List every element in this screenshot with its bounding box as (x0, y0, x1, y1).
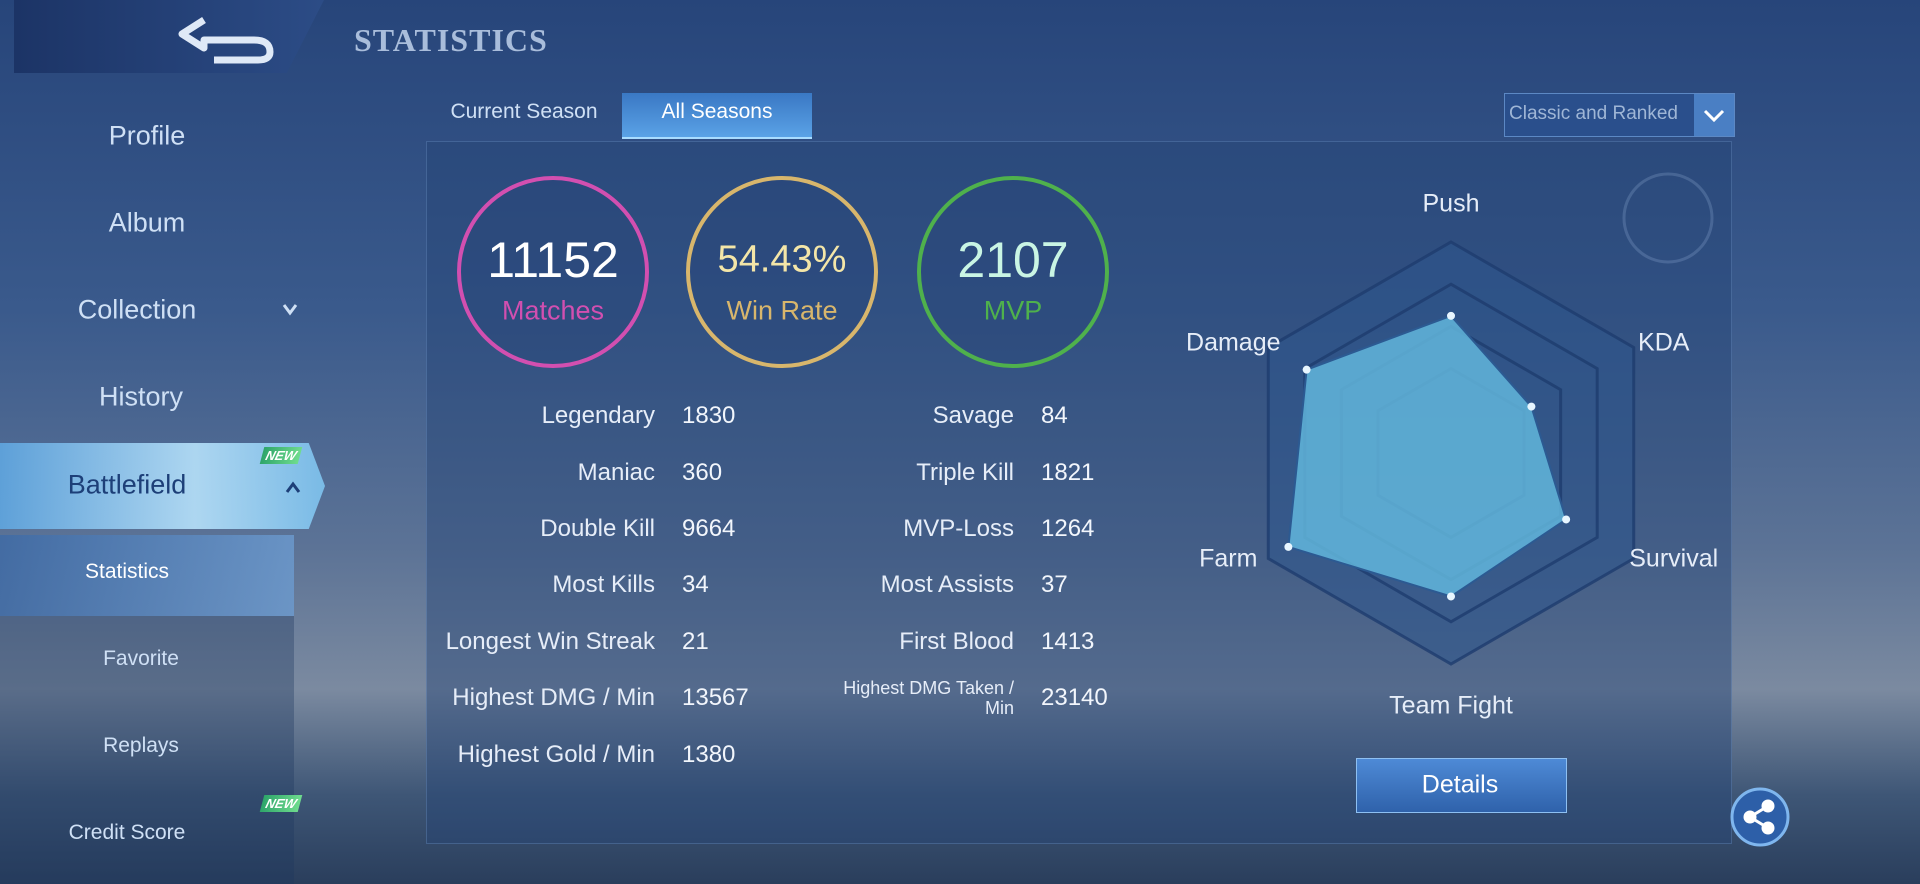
stat-value: 1264 (1041, 515, 1095, 542)
radar-axis-label: Farm (1199, 544, 1258, 572)
summary-value: 54.43% (717, 238, 847, 281)
stat-label: Longest Win Streak (445, 628, 655, 655)
share-icon (1743, 799, 1775, 835)
stat-label: Highest DMG Taken / Min (843, 678, 1014, 718)
radar-axis-label: Damage (1186, 328, 1281, 356)
radar-vertex (1302, 365, 1311, 374)
radar-axis-label: Push (1422, 189, 1480, 218)
collapse-chevron (282, 304, 298, 316)
stat-value: 1821 (1041, 459, 1095, 486)
stat-value: 1830 (682, 402, 736, 429)
summary-label: Win Rate (726, 295, 838, 326)
expand-chevron (285, 481, 301, 493)
radar-axis-label: Team Fight (1389, 691, 1513, 720)
summary-label: Matches (501, 295, 605, 326)
sidebar-item[interactable]: Collection (77, 294, 197, 325)
stat-value: 34 (682, 571, 709, 598)
active-tab-bg (622, 93, 812, 139)
radar-vertex (1447, 592, 1455, 601)
radar-vertex (1447, 311, 1455, 320)
stat-value: 9664 (682, 515, 736, 542)
summary-ring (917, 176, 1109, 368)
summary-label: MVP (983, 295, 1043, 326)
stat-value: 37 (1041, 571, 1068, 598)
stat-value: 13567 (682, 684, 749, 711)
stat-value: 84 (1041, 402, 1068, 429)
mode-filter-label: Classic and Ranked (1509, 103, 1678, 124)
stat-value: 23140 (1041, 684, 1108, 711)
sidebar-item[interactable]: Battlefield (67, 469, 187, 500)
sidebar-item[interactable]: History (98, 381, 183, 412)
share-button[interactable] (1730, 787, 1790, 847)
mode-dropdown[interactable] (1504, 93, 1735, 137)
summary-value: 11152 (487, 232, 619, 288)
stat-label: Highest DMG / Min (452, 684, 655, 711)
stat-value: 1413 (1041, 628, 1095, 655)
details-label[interactable]: Details (1421, 770, 1499, 799)
stat-label: Highest Gold / Min (457, 741, 655, 768)
stat-value: 360 (682, 459, 723, 486)
back-panel[interactable] (14, 0, 324, 73)
stat-value: 21 (682, 628, 709, 655)
details-button[interactable] (1356, 758, 1567, 813)
stat-label: MVP-Loss (903, 515, 1014, 542)
stat-label: Savage (932, 402, 1014, 429)
stat-label: Most Kills (552, 571, 655, 598)
stat-label: Triple Kill (916, 459, 1014, 486)
radar-vertex (1284, 542, 1293, 551)
stat-label: Most Assists (880, 571, 1014, 598)
sidebar-item[interactable]: Profile (108, 120, 186, 151)
new-badge: NEW (259, 447, 303, 464)
summary-ring (686, 176, 878, 368)
new-badge: NEW (259, 795, 303, 812)
sidebar-item[interactable]: Replays (103, 734, 179, 757)
sidebar-item[interactable]: Album (108, 207, 186, 238)
radar-vertex (1562, 515, 1571, 524)
radar-vertex (1527, 402, 1536, 411)
sidebar-item[interactable]: Statistics (84, 560, 170, 583)
summary-value: 2107 (957, 232, 1069, 288)
stat-label: Double Kill (540, 515, 655, 542)
stat-label: Legendary (541, 402, 655, 429)
back-icon (178, 17, 274, 64)
tab[interactable]: Current Season (450, 100, 598, 123)
stat-value: 1380 (682, 741, 736, 768)
sidebar-item[interactable]: Favorite (103, 647, 179, 670)
radar-axis-label: KDA (1638, 328, 1690, 356)
tab[interactable]: All Seasons (661, 100, 773, 123)
stat-label: First Blood (899, 628, 1014, 655)
page-title: STATISTICS (354, 22, 548, 58)
sidebar-item[interactable]: Credit Score (68, 821, 186, 844)
radar-axis-label: Survival (1629, 544, 1719, 572)
summary-ring (457, 176, 649, 368)
submenu-bg (0, 616, 294, 884)
stat-label: Maniac (577, 459, 655, 486)
active-item-band (0, 535, 294, 616)
